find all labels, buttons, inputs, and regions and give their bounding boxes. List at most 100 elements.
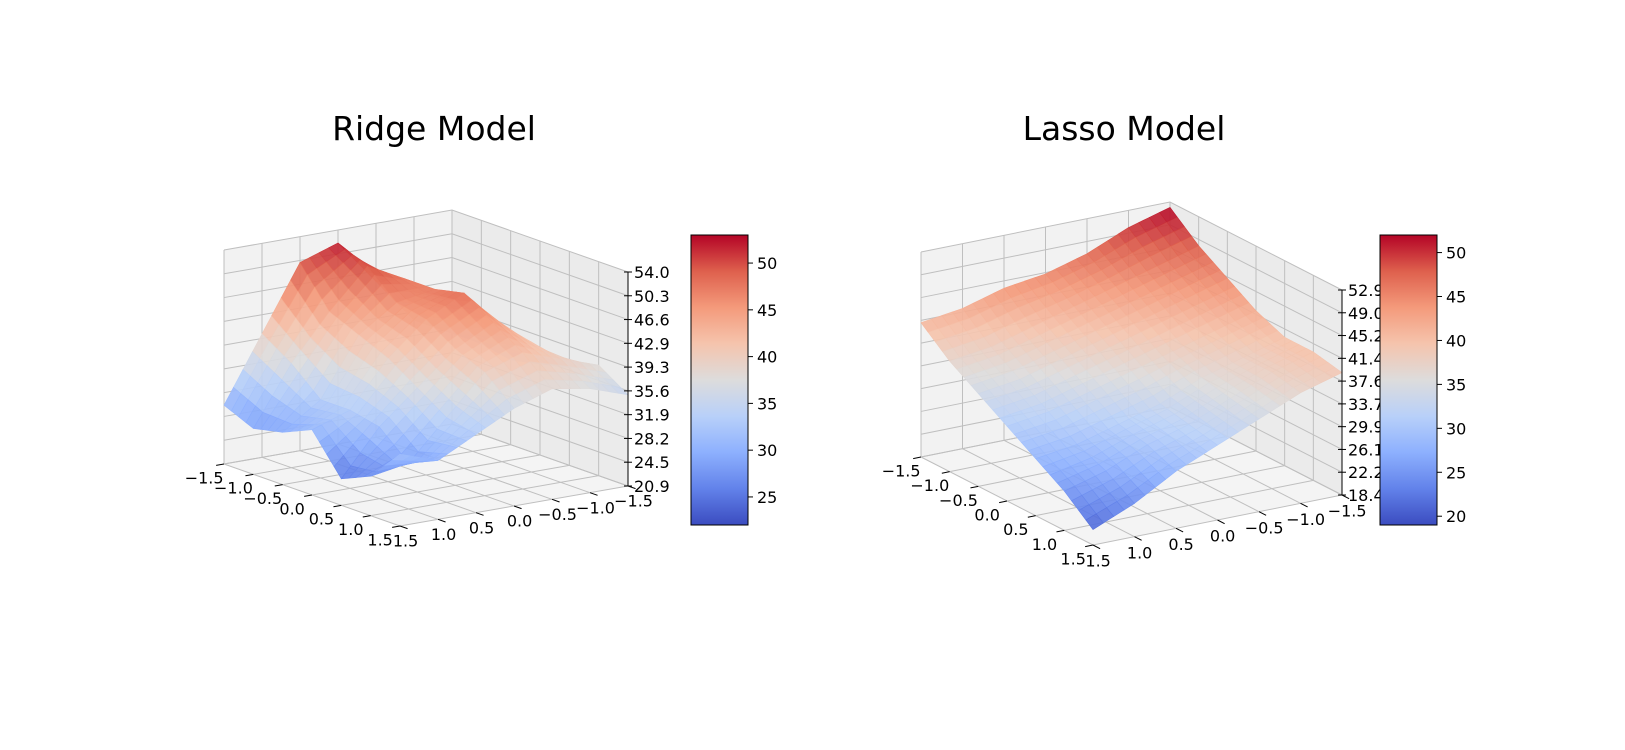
y-tick-label: −1.0 bbox=[910, 476, 949, 495]
y-tick-label: 1.5 bbox=[367, 530, 392, 549]
x-tick-mark bbox=[513, 505, 522, 510]
y-tick-mark bbox=[216, 463, 225, 466]
z-tick-label: 39.3 bbox=[634, 358, 670, 377]
x-tick-mark bbox=[1217, 519, 1225, 525]
z-tick-label: 52.9 bbox=[1348, 281, 1384, 300]
y-tick-label: −1.0 bbox=[214, 479, 253, 498]
y-tick-mark bbox=[304, 494, 313, 497]
x-tick-mark bbox=[1134, 536, 1142, 541]
axes-ticks: 1.5 1.0 0.5 0.0 −0.5 −1.0 −1.51.51.00.50.0−0.5… bbox=[882, 281, 1384, 571]
z-tick-label: 54.0 bbox=[634, 263, 670, 282]
x-tick-label: 0.0 bbox=[507, 512, 532, 531]
z-tick-label: 50.3 bbox=[634, 287, 670, 306]
z-tick-label: 42.9 bbox=[634, 334, 670, 353]
gridline bbox=[261, 456, 439, 520]
surface-plot bbox=[920, 206, 1343, 530]
x-tick-mark bbox=[1092, 544, 1101, 550]
colorbar-tick-label: 40 bbox=[757, 348, 777, 367]
colorbar-tick-label: 50 bbox=[1446, 244, 1466, 263]
x-tick-mark bbox=[589, 492, 598, 496]
chart-title: Ridge Model bbox=[332, 109, 536, 148]
y-tick-mark bbox=[1027, 515, 1036, 518]
y-tick-mark bbox=[999, 500, 1008, 504]
x-tick-label: 1.5 bbox=[1085, 552, 1110, 571]
y-tick-mark bbox=[913, 456, 922, 460]
x-tick-label: 0.5 bbox=[1168, 535, 1193, 554]
gridline bbox=[962, 448, 1135, 538]
gridline bbox=[223, 233, 629, 297]
x-tick-label: −0.5 bbox=[538, 505, 577, 524]
x-tick-label: 1.0 bbox=[431, 525, 456, 544]
y-tick-label: 1.0 bbox=[338, 520, 363, 539]
ridge-subplot: Ridge Model 1.5 1.0 0.5 0.0 −0.5 −1.0 −1.51.51… bbox=[185, 109, 778, 551]
z-tick-label: 24.5 bbox=[634, 453, 670, 472]
y-tick-label: 0.0 bbox=[974, 506, 999, 525]
x-tick-label: 0.5 bbox=[469, 518, 494, 537]
x-tick-mark bbox=[399, 525, 408, 530]
y-tick-label: 1.0 bbox=[1032, 535, 1057, 554]
x-tick-label: −1.0 bbox=[1286, 510, 1325, 529]
y-tick-mark bbox=[1056, 529, 1065, 533]
y-tick-mark bbox=[1085, 544, 1094, 548]
x-tick-mark bbox=[437, 518, 446, 523]
z-tick-label: 29.9 bbox=[1348, 418, 1384, 437]
gridline bbox=[920, 201, 1343, 291]
x-tick-label: −0.5 bbox=[1245, 518, 1284, 537]
z-tick-label: 45.2 bbox=[1348, 327, 1384, 346]
colorbar-gradient bbox=[690, 234, 749, 526]
z-tick-label: 18.4 bbox=[1348, 486, 1384, 505]
y-tick-label: 0.0 bbox=[279, 499, 304, 518]
z-tick-label: 31.9 bbox=[634, 406, 670, 425]
y-tick-label: −1.5 bbox=[185, 468, 224, 487]
colorbar-tick-label: 35 bbox=[1446, 375, 1466, 394]
x-tick-label: −1.5 bbox=[1328, 502, 1367, 521]
z-tick-label: 37.6 bbox=[1348, 372, 1384, 391]
colorbar-tick-label: 20 bbox=[1446, 507, 1466, 526]
z-tick-label: 22.2 bbox=[1348, 463, 1384, 482]
y-tick-mark bbox=[941, 471, 950, 474]
colorbar-gradient bbox=[1379, 234, 1438, 526]
z-tick-label: 46.6 bbox=[634, 311, 670, 330]
x-tick-label: −1.0 bbox=[576, 498, 615, 517]
z-tick-label: 33.7 bbox=[1348, 395, 1384, 414]
x-tick-label: 1.0 bbox=[1127, 543, 1152, 562]
lasso-subplot: Lasso Model 1.5 1.0 0.5 0.0 −0.5 −1.0 −1.51.51… bbox=[882, 109, 1467, 571]
y-tick-label: −0.5 bbox=[939, 491, 978, 510]
surface-patch bbox=[391, 453, 411, 461]
x-tick-label: 0.0 bbox=[1210, 527, 1235, 546]
colorbar: 25 30 35 40 45 50 bbox=[690, 234, 777, 526]
colorbar-tick-label: 45 bbox=[1446, 288, 1466, 307]
z-tick-label: 20.9 bbox=[634, 477, 670, 496]
x-tick-mark bbox=[1341, 494, 1350, 500]
y-tick-mark bbox=[392, 525, 401, 528]
z-tick-label: 41.4 bbox=[1348, 349, 1384, 368]
surface-plot bbox=[223, 242, 629, 480]
colorbar: 20 25 30 35 40 45 50 bbox=[1379, 234, 1466, 526]
x-tick-mark bbox=[551, 498, 560, 503]
x-tick-mark bbox=[475, 512, 484, 516]
y-tick-mark bbox=[274, 484, 283, 487]
surface-patch bbox=[1085, 513, 1104, 530]
x-tick-label: −1.5 bbox=[614, 492, 653, 511]
x-tick-mark bbox=[1175, 527, 1184, 533]
colorbar-tick-label: 30 bbox=[757, 441, 777, 460]
z-tick-label: 28.2 bbox=[634, 429, 670, 448]
y-tick-mark bbox=[362, 515, 371, 518]
y-tick-label: 1.5 bbox=[1060, 550, 1085, 569]
y-tick-mark bbox=[333, 504, 342, 508]
z-tick-label: 26.1 bbox=[1348, 440, 1384, 459]
y-tick-label: 0.5 bbox=[309, 510, 334, 529]
colorbar-tick-label: 50 bbox=[757, 254, 777, 273]
x-tick-mark bbox=[1300, 502, 1308, 508]
y-tick-mark bbox=[970, 485, 979, 489]
x-tick-mark bbox=[1258, 511, 1267, 516]
z-tick-label: 49.0 bbox=[1348, 304, 1384, 323]
colorbar-tick-label: 25 bbox=[757, 488, 777, 507]
z-tick-label: 35.6 bbox=[634, 382, 670, 401]
axes-ticks: 1.5 1.0 0.5 0.0 −0.5 −1.0 −1.51.51.00.50.0−0.5… bbox=[185, 263, 670, 551]
colorbar-tick-label: 40 bbox=[1446, 331, 1466, 350]
y-tick-label: −1.5 bbox=[882, 462, 921, 481]
colorbar-tick-label: 25 bbox=[1446, 463, 1466, 482]
colorbar-tick-label: 35 bbox=[757, 394, 777, 413]
